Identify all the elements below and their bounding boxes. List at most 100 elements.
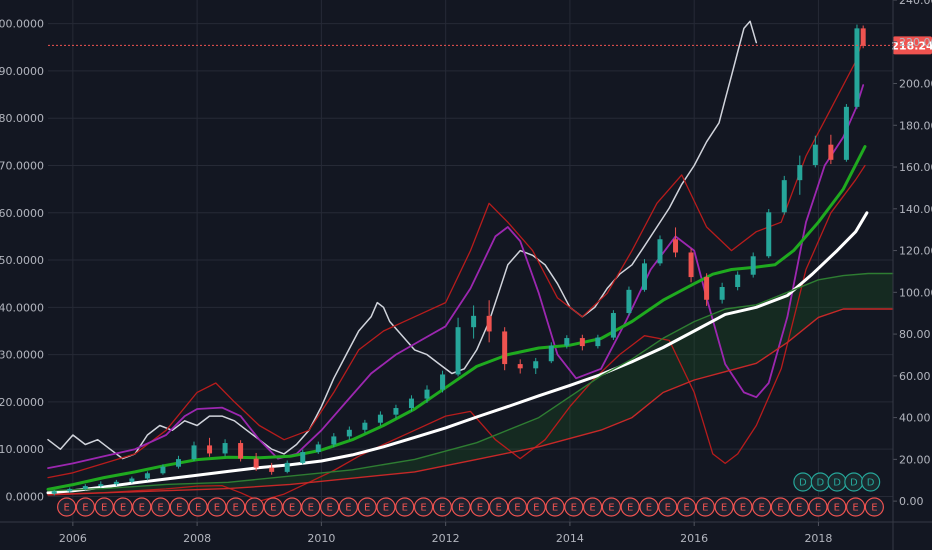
earnings-marker-label: E: [608, 503, 614, 514]
earnings-marker-label: E: [496, 503, 502, 514]
earnings-marker: [789, 497, 809, 517]
candle-body: [854, 28, 860, 107]
dividend-marker-label: D: [850, 478, 858, 489]
earnings-marker: [226, 497, 246, 517]
right-tick-label: 240.00: [899, 0, 932, 7]
series-line-upper_band_green: [47, 272, 894, 492]
earnings-marker-label: E: [458, 503, 464, 514]
candle-body: [533, 361, 539, 369]
candle-body: [284, 462, 290, 472]
earnings-marker-label: E: [777, 503, 783, 514]
earnings-marker-label: E: [157, 503, 163, 514]
earnings-marker-label: E: [721, 503, 727, 514]
candle-body: [253, 458, 259, 468]
last-price-label: 218.24: [891, 39, 932, 52]
earnings-marker: [582, 497, 603, 517]
earnings-marker-label: E: [514, 503, 520, 514]
earnings-marker: [808, 497, 828, 517]
earnings-marker-label: E: [796, 503, 802, 514]
earnings-marker-label: E: [815, 503, 821, 514]
indicator-lines: [46, 20, 894, 502]
right-tick-label: 0.00: [899, 495, 924, 508]
candle-body: [175, 459, 181, 467]
earnings-marker: [676, 497, 697, 517]
right-tick-label: 140.00: [899, 203, 932, 216]
series-line-ma_green: [46, 145, 867, 491]
candle-body: [424, 389, 430, 399]
dividend-marker-label: D: [816, 478, 824, 489]
candle-body: [440, 374, 446, 390]
right-tick-label: 160.00: [899, 161, 932, 174]
earnings-marker-label: E: [289, 503, 295, 514]
candle-body: [455, 327, 461, 375]
x-tick-label: 2016: [680, 532, 708, 545]
right-tick-label: 40.00: [899, 412, 931, 425]
earnings-marker-label: E: [740, 503, 746, 514]
x-tick-label: 2018: [804, 532, 832, 545]
right-tick-label: 100.00: [899, 286, 932, 299]
candle-body: [471, 315, 477, 328]
earnings-marker: [827, 497, 847, 517]
earnings-marker: [263, 497, 283, 517]
candle-body: [51, 491, 57, 494]
candle-body: [331, 436, 337, 445]
earnings-marker: [526, 497, 546, 517]
earnings-marker: [564, 497, 584, 517]
candle-body: [362, 422, 368, 430]
dividend-marker-label: D: [833, 478, 841, 489]
earnings-marker-label: E: [439, 503, 445, 514]
earnings-marker-label: E: [101, 503, 107, 514]
candle-body: [113, 481, 119, 485]
earnings-marker-label: E: [477, 503, 483, 514]
x-tick-label: 2006: [59, 532, 87, 545]
series-line-comparison: [47, 20, 758, 460]
left-tick-label: 0.0000: [6, 490, 45, 503]
earnings-marker: [395, 497, 415, 517]
series-line-ma_white: [46, 211, 869, 495]
series-line-bb_upper: [47, 32, 866, 479]
x-tick-label: 2010: [307, 532, 335, 545]
earnings-marker-label: E: [871, 503, 877, 514]
earnings-marker-label: E: [120, 503, 126, 514]
candle-body: [688, 252, 694, 278]
earnings-marker: [113, 497, 133, 517]
last-price-tag: [893, 36, 932, 55]
earnings-marker: [413, 497, 434, 517]
left-tick-label: 60.0000: [0, 207, 44, 220]
earnings-marker: [320, 497, 340, 517]
candle-body: [393, 408, 399, 415]
dividend-marker-label: D: [867, 478, 875, 489]
candle-body: [812, 144, 818, 166]
candle-body: [750, 256, 756, 275]
earnings-marker: [658, 497, 678, 517]
earnings-marker: [620, 497, 640, 517]
earnings-marker: [188, 497, 208, 517]
series-line-bb_lower: [47, 164, 866, 502]
candle-body: [160, 466, 166, 474]
earnings-marker-label: E: [82, 503, 88, 514]
earnings-marker-label: E: [345, 503, 351, 514]
earnings-marker: [601, 497, 621, 517]
x-tick-label: 2014: [556, 532, 584, 545]
earnings-marker-label: E: [326, 503, 332, 514]
candle-body: [486, 315, 492, 332]
earnings-marker-label: E: [589, 503, 595, 514]
candle-body: [377, 414, 383, 423]
earnings-marker-label: E: [383, 503, 389, 514]
earnings-marker: [282, 497, 302, 517]
candle-body: [517, 364, 523, 369]
earnings-marker: [150, 497, 171, 517]
candle-body: [860, 28, 866, 46]
series-line-lower_band_red: [47, 308, 894, 496]
candle-body: [719, 287, 725, 300]
last-price-line: 218.24: [48, 36, 932, 55]
earnings-marker: [695, 497, 715, 517]
candle-body: [828, 144, 834, 160]
candle-body: [781, 180, 787, 213]
earnings-marker: [770, 497, 791, 517]
earnings-marker-label: E: [402, 503, 408, 514]
candle-body: [98, 484, 104, 487]
